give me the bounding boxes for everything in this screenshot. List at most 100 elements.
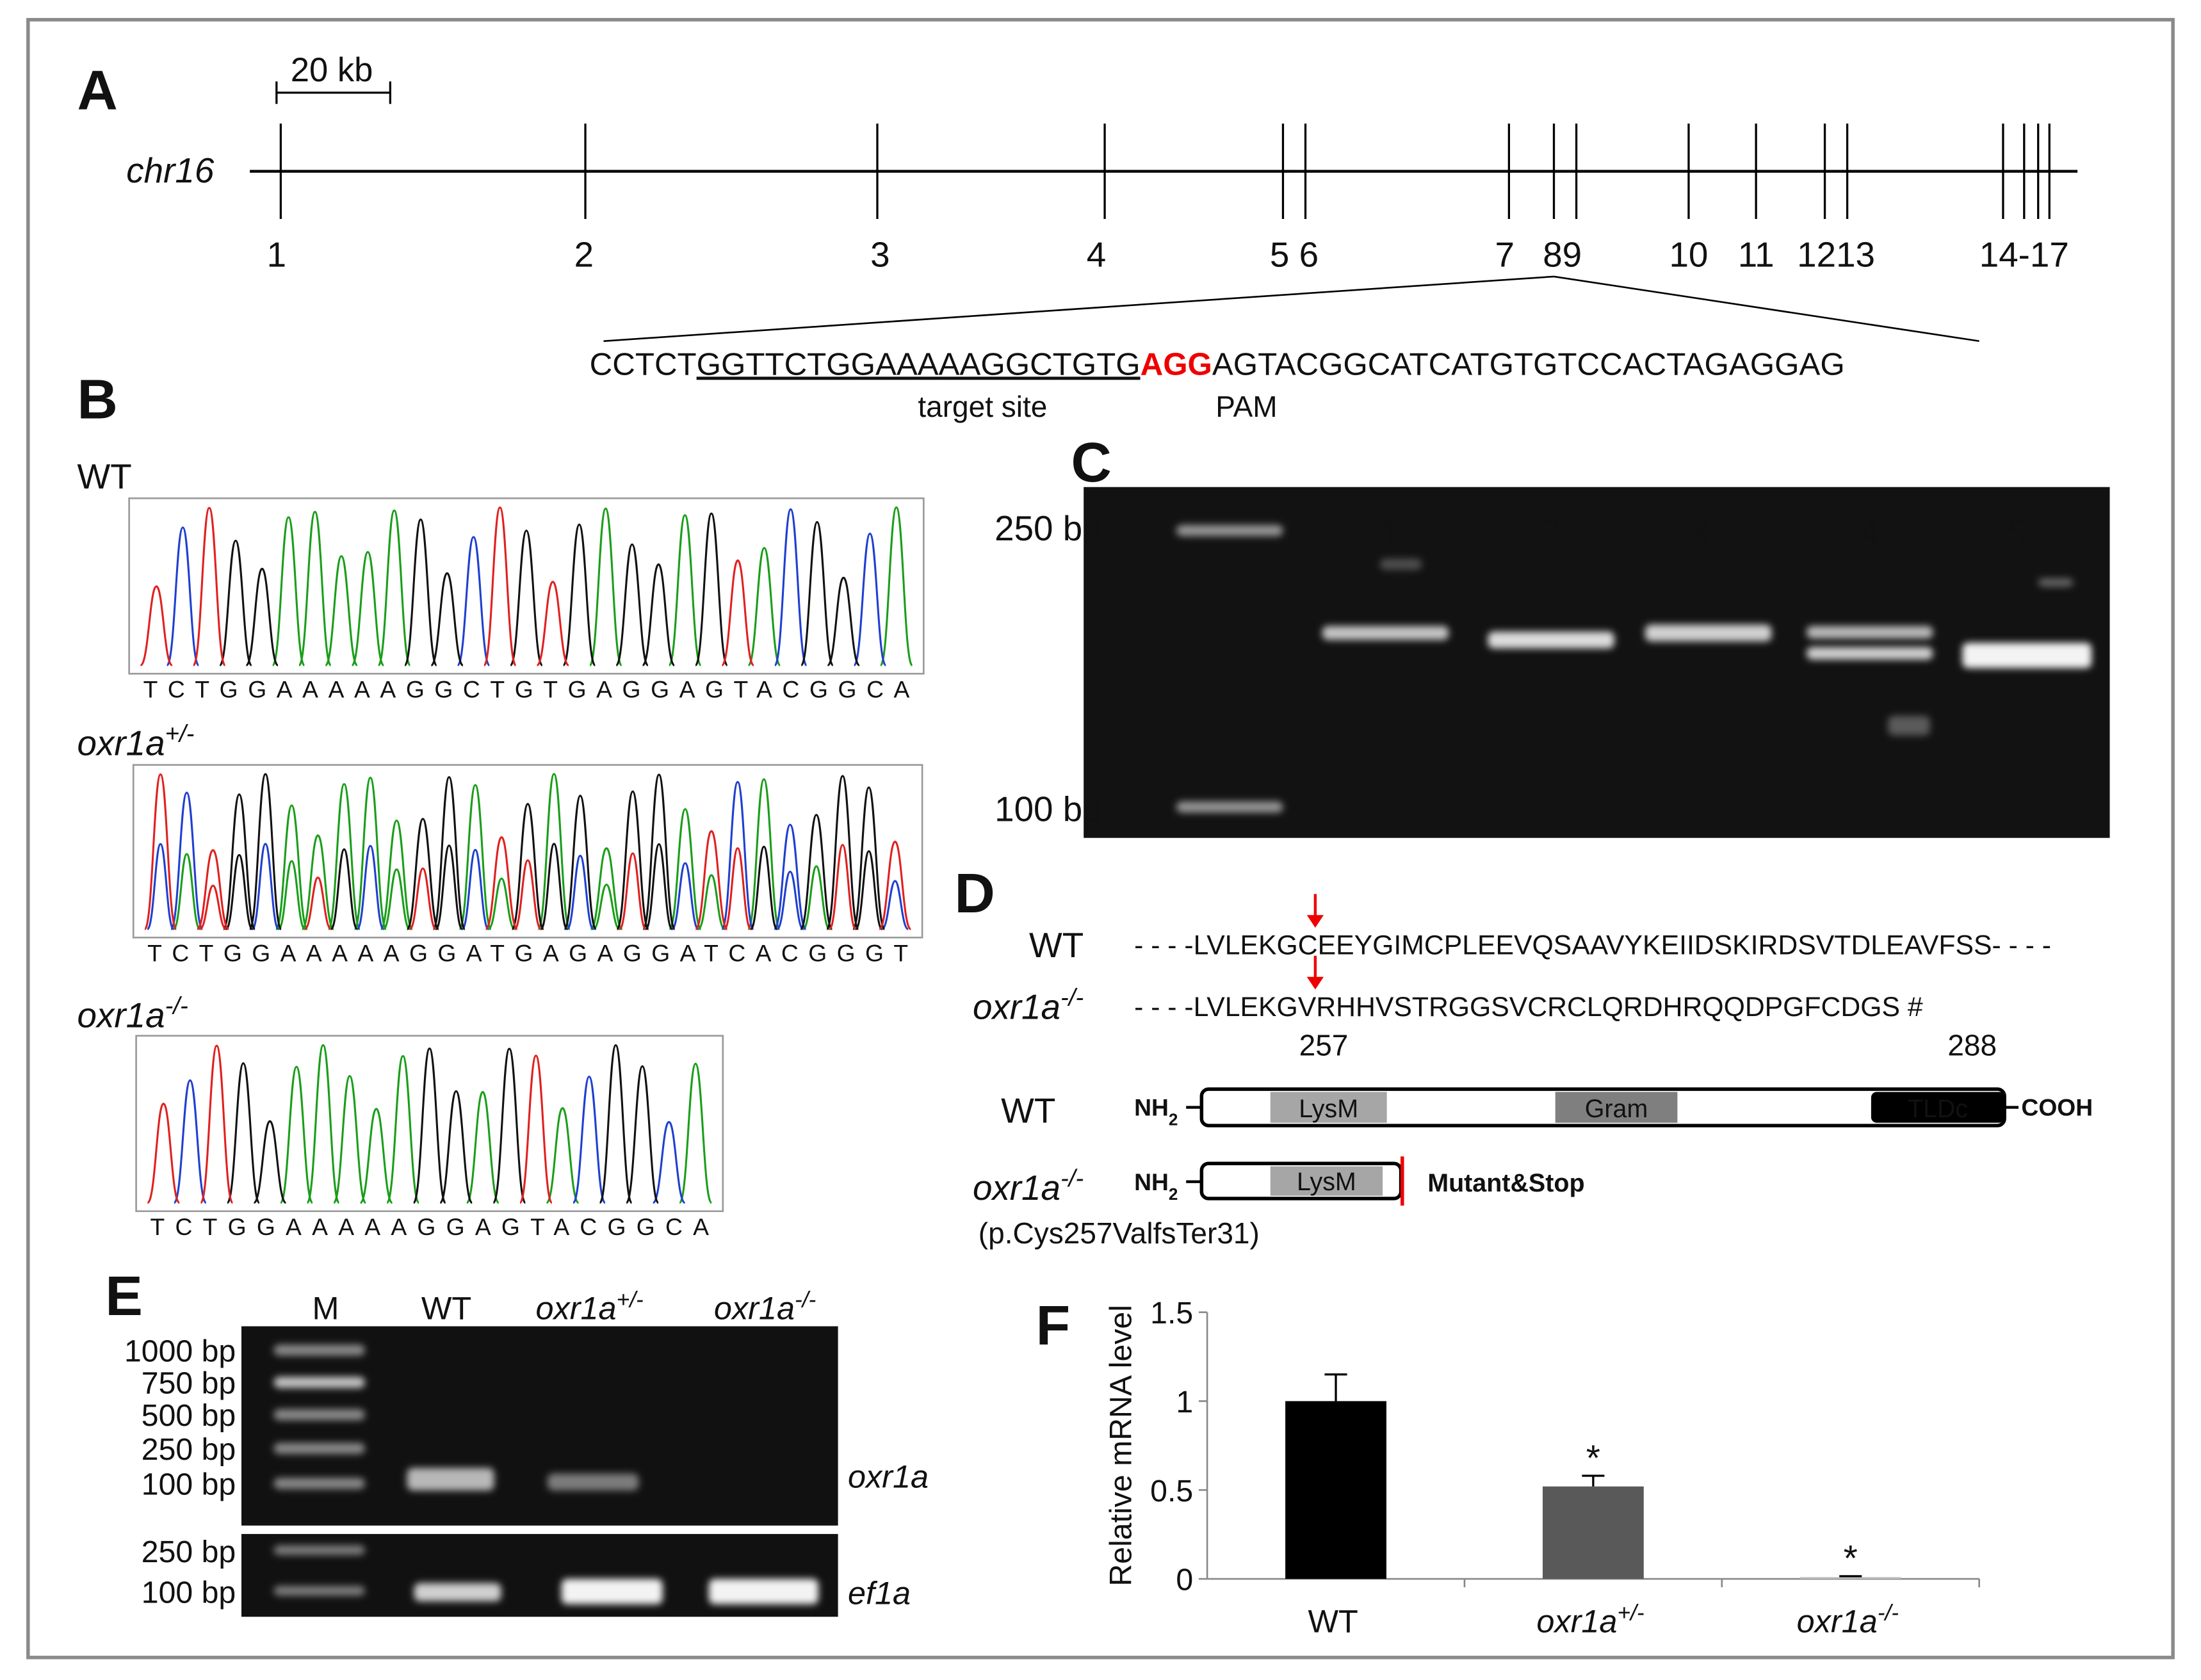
- chromatogram-trace: [143, 773, 912, 930]
- x-tick-label-base: oxr1a: [1536, 1603, 1617, 1639]
- position-label: 257: [1299, 1028, 1349, 1062]
- domain: [1555, 1092, 1678, 1123]
- domain-label: LysM: [1297, 1168, 1356, 1196]
- terminus-label: COOH: [2021, 1094, 2093, 1121]
- x-tick-label: WT: [1308, 1603, 1358, 1639]
- gel-band: [273, 1545, 365, 1555]
- y-tick-label: 0.5: [1150, 1474, 1193, 1508]
- position-label: 288: [1947, 1028, 1997, 1062]
- error-bar: [1582, 1474, 1605, 1487]
- ladder-label: 100 bp: [995, 789, 1102, 828]
- gel-band: [407, 1467, 494, 1490]
- terminus-label-base: NH: [1134, 1094, 1169, 1121]
- base-calls: TCTGGAAAAAGGATGAGAGGATCACGGGT: [147, 940, 908, 967]
- sequence-prefix: CCTCT: [590, 346, 697, 382]
- gel-band: [1176, 524, 1283, 537]
- genotype-label-base: WT: [1029, 925, 1084, 965]
- gel-band: [1488, 631, 1614, 649]
- genotype-label-base: WT: [1001, 1091, 1055, 1131]
- exon-label: 1213: [1797, 235, 1875, 275]
- domain: [1270, 1166, 1383, 1196]
- ladder-label: 250 bp: [142, 1432, 236, 1467]
- gel-band: [273, 1586, 365, 1596]
- ladder-label: 500 bp: [142, 1398, 236, 1433]
- genotype-label-base: oxr1a: [77, 996, 165, 1035]
- panel-label: A: [77, 59, 118, 122]
- gel-band: [708, 1579, 818, 1604]
- lane-label: oxr1a-/-: [714, 1287, 816, 1327]
- error-bar: [1324, 1373, 1347, 1401]
- genotype-label: WT: [1001, 1091, 1055, 1131]
- stop-label: Mutant&Stop: [1427, 1169, 1584, 1197]
- exon-label: 11: [1738, 235, 1775, 275]
- arrow-head: [1306, 915, 1324, 928]
- genotype-label-base: oxr1a: [77, 723, 165, 763]
- chromatogram-box: [135, 1035, 724, 1213]
- chromatogram-trace: [272, 506, 914, 666]
- bar: [1285, 1401, 1386, 1579]
- variant-label: (p.Cys257ValfsTer31): [979, 1216, 1260, 1250]
- genotype-label-sup: +/-: [165, 720, 195, 747]
- genotype-label-base: oxr1a: [973, 987, 1060, 1026]
- lane-label-sup: -/-: [795, 1287, 816, 1312]
- chromatogram-trace: [226, 1044, 660, 1204]
- gel-band: [1807, 647, 1933, 660]
- lane-label: 5: [2007, 512, 2027, 553]
- chromatogram-trace: [279, 1044, 713, 1204]
- gel-band: [1962, 643, 2092, 668]
- genotype-label: oxr1a-/-: [973, 983, 1084, 1027]
- sequence-pam_seq: AGG: [1141, 346, 1212, 382]
- domain-label: Gram: [1585, 1095, 1648, 1123]
- gel-band: [561, 1579, 663, 1604]
- gel-band: [273, 1478, 365, 1489]
- lane-label: 3: [1688, 512, 1709, 553]
- genotype-label-sup: -/-: [1060, 983, 1084, 1011]
- gel: [1084, 487, 2110, 838]
- base-calls: TCTGGAAAAAGGAGTACGGCA: [150, 1213, 710, 1240]
- exon-label: 4: [1087, 235, 1106, 275]
- domain-label: LysM: [1299, 1095, 1358, 1123]
- domain: [1270, 1092, 1387, 1123]
- chromosome-label: chr16: [126, 150, 215, 190]
- gel-band: [1888, 716, 1930, 736]
- chromatogram-trace: [146, 780, 909, 930]
- x-tick-label: oxr1a+/-: [1536, 1600, 1644, 1639]
- ladder-label: 1000 bp: [124, 1334, 236, 1368]
- x-tick-label: oxr1a-/-: [1797, 1600, 1899, 1639]
- gel-band: [414, 1583, 501, 1602]
- arrow-head: [1306, 976, 1324, 990]
- protein-sequence: - - - -LVLEKGVRHHVSTRGGSVCRCLQRDHRQQDPGF…: [1134, 992, 1923, 1022]
- gel-band: [1379, 558, 1422, 570]
- genotype-label: oxr1a+/-: [77, 720, 195, 763]
- x-tick-label-base: oxr1a: [1797, 1603, 1878, 1639]
- gel-band: [273, 1345, 365, 1356]
- chromatogram-trace: [218, 512, 861, 666]
- terminus-label: NH2: [1134, 1094, 1178, 1129]
- panel-label: E: [105, 1264, 142, 1327]
- gel-band: [2038, 578, 2074, 587]
- lane-label: oxr1a+/-: [536, 1287, 644, 1327]
- scale-bar-label: 20 kb: [291, 51, 373, 89]
- gel-band: [1645, 624, 1772, 642]
- sequence-suffix: AGTACGGCATCATGTGTCCACTAGAGGAG: [1212, 346, 1845, 382]
- terminus-label: NH2: [1134, 1168, 1178, 1204]
- lane-label: 1: [1379, 512, 1400, 553]
- gel-band: [1322, 626, 1449, 640]
- lane-label-base: oxr1a: [714, 1290, 795, 1327]
- target-label: target site: [918, 390, 1047, 423]
- x-tick-label-base: WT: [1308, 1603, 1358, 1639]
- chromatogram-trace: [166, 508, 887, 666]
- gel-band: [1176, 801, 1283, 813]
- ladder-label: 100 bp: [142, 1575, 236, 1610]
- chromatogram-box: [132, 764, 923, 939]
- genotype-label-base: oxr1a: [973, 1168, 1060, 1208]
- domain-label: TLDc: [1908, 1095, 1968, 1123]
- zoom-line: [603, 275, 1554, 343]
- chromatogram-trace: [222, 773, 886, 930]
- exon-label: 89: [1543, 235, 1582, 275]
- base-calls: TCTGGAAAAAGGCTGTGAGGAGTACGGCA: [143, 676, 910, 703]
- chromatogram-box: [128, 497, 925, 675]
- lane-label: 2: [1539, 512, 1560, 553]
- chromatogram-trace: [173, 1076, 686, 1204]
